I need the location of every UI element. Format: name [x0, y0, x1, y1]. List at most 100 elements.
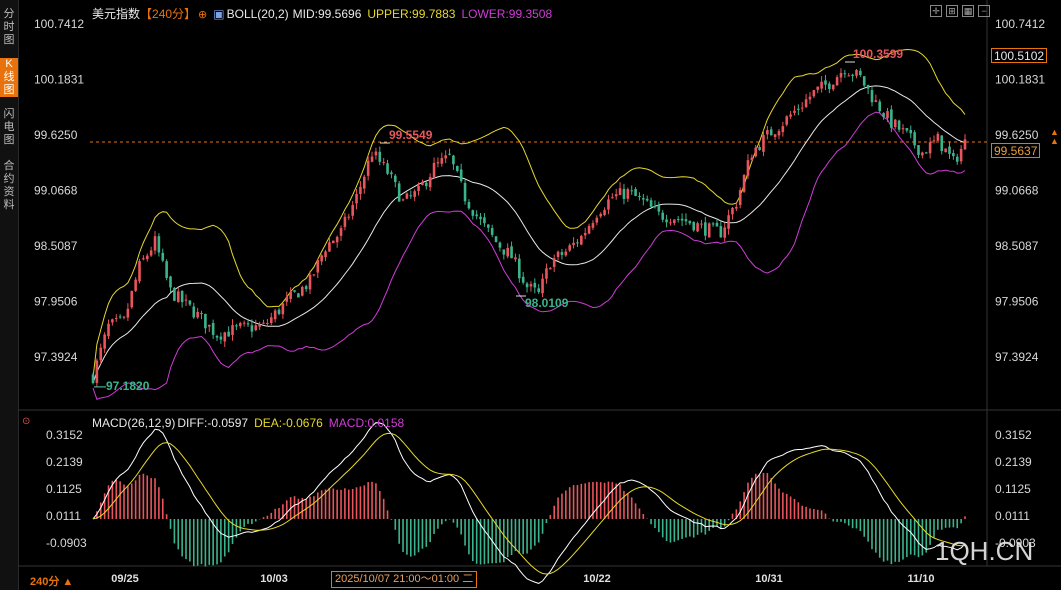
candle-body	[300, 286, 304, 296]
sidebar-char: 合	[3, 160, 15, 172]
boll-lower: LOWER:99.3508	[461, 7, 553, 21]
candle-body	[219, 336, 223, 340]
candle-body	[642, 198, 645, 200]
sidebar-item-flash[interactable]: 闪电图	[0, 108, 18, 147]
candle-body	[359, 186, 362, 195]
candle-body	[138, 261, 141, 282]
candle-body	[428, 176, 432, 188]
candle-body	[963, 139, 967, 150]
expand-icon[interactable]: ▲ ▲	[1050, 127, 1059, 146]
macd-dea-line	[92, 432, 966, 575]
macd-tick-left: -0.0903	[46, 536, 87, 550]
sidebar-item-contract[interactable]: 合约资料	[0, 160, 18, 212]
candle-body	[471, 210, 475, 216]
candle-body	[882, 113, 885, 117]
candle-body	[645, 198, 649, 201]
price-tick-right: 100.7412	[995, 17, 1045, 31]
candle-body	[665, 219, 668, 223]
candle-body	[107, 323, 110, 337]
date-tick: 09/25	[111, 573, 139, 585]
candle-body	[653, 206, 657, 208]
candle-body	[529, 284, 533, 287]
candle-body	[91, 374, 95, 384]
minus-icon[interactable]: −	[978, 5, 990, 17]
candle-body	[254, 325, 258, 331]
candle-body	[242, 322, 246, 324]
candle-body	[118, 316, 122, 318]
candle-body	[401, 199, 405, 201]
fit-icon[interactable]: ⊞	[946, 5, 958, 17]
gear-icon[interactable]: ⊕	[198, 9, 208, 21]
candle-body	[238, 323, 242, 327]
candle-body	[669, 222, 672, 224]
candle-body	[362, 176, 366, 189]
candle-body	[560, 252, 564, 255]
candle-body	[490, 228, 494, 235]
candle-body	[506, 247, 509, 257]
candle-body	[580, 235, 583, 245]
candle-body	[382, 162, 385, 164]
candle-body	[246, 323, 250, 325]
candle-body	[351, 204, 354, 216]
candle-body	[800, 107, 804, 109]
candle-body	[684, 219, 688, 222]
grid	[18, 0, 1061, 567]
candle-body	[568, 245, 571, 251]
candle-body	[502, 249, 506, 255]
candle-body	[157, 236, 161, 253]
sidebar-char: 图	[3, 34, 15, 46]
candle-body	[479, 216, 482, 220]
macd-tick-right: 0.3152	[995, 428, 1032, 442]
image-icon[interactable]: ▦	[962, 5, 974, 17]
macd-settings-icon[interactable]: ⊙	[22, 416, 31, 427]
candle-body	[378, 151, 382, 162]
candle-body	[847, 75, 851, 77]
candle-body	[498, 242, 502, 248]
candle-body	[824, 80, 827, 85]
sidebar-char: 图	[3, 134, 15, 146]
ref-price-box: 100.5102	[991, 48, 1048, 63]
candle-body	[719, 226, 723, 238]
price-tick-right: 100.1831	[995, 72, 1045, 86]
candle-body	[153, 236, 157, 251]
candle-body	[843, 73, 847, 75]
candle-body	[692, 221, 696, 231]
crosshair-icon[interactable]: ✛	[930, 5, 942, 17]
candle-body	[820, 81, 823, 89]
sidebar-item-timeshare[interactable]: 分时图	[0, 8, 18, 47]
period-label[interactable]: 【240分】	[140, 7, 197, 21]
boll-bands	[92, 48, 966, 401]
candle-body	[324, 251, 327, 258]
sidebar-char: 闪	[3, 108, 15, 120]
candle-body	[657, 205, 661, 212]
candle-body	[483, 217, 486, 224]
candle-body	[541, 278, 544, 294]
candle-body	[258, 324, 261, 327]
macd-tick-left: 0.3152	[46, 428, 83, 442]
candle-body	[952, 153, 955, 157]
candle-body	[518, 258, 521, 279]
candle-body	[521, 276, 525, 283]
candle-body	[893, 119, 897, 127]
candle-body	[673, 219, 676, 224]
candle-body	[235, 325, 238, 327]
candle-body	[622, 188, 626, 199]
candle-body	[731, 207, 734, 215]
candle-body	[576, 242, 579, 244]
candle-body	[510, 246, 513, 259]
price-tick-left: 99.6250	[34, 128, 78, 142]
period-button[interactable]: 240分 ▲	[30, 576, 74, 588]
candle-body	[549, 268, 552, 270]
candle-body	[393, 175, 397, 182]
candle-body	[789, 114, 792, 117]
candle-body	[169, 276, 172, 288]
candle-body	[122, 316, 126, 318]
candle-body	[599, 213, 602, 217]
candle-body	[440, 158, 444, 164]
candle-body	[762, 135, 765, 152]
candle-body	[886, 111, 889, 119]
annotations: 99.5549 98.0109 100.3599 —97.1820	[94, 47, 903, 393]
candle-body	[572, 242, 575, 246]
